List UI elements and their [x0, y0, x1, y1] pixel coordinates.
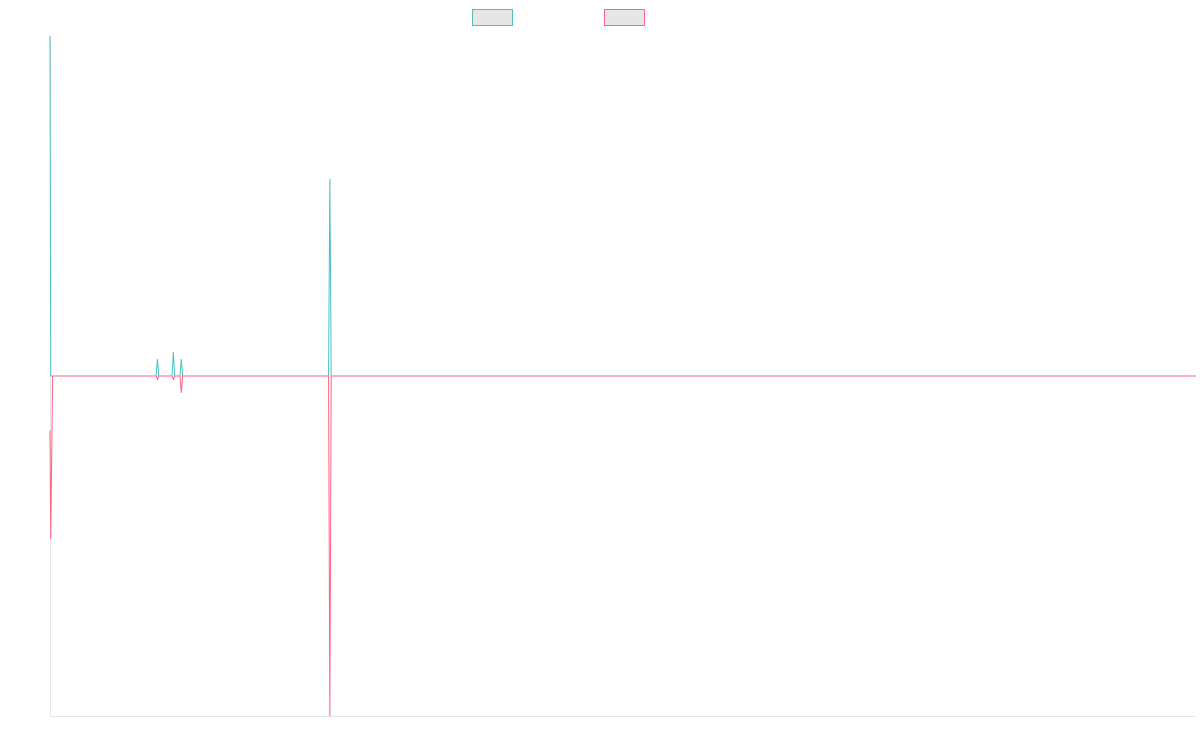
legend-swatch-2[interactable]	[604, 9, 645, 26]
legend-swatch-1[interactable]	[472, 9, 513, 26]
series-line-2	[49, 375, 1196, 717]
series-line-1	[49, 35, 1196, 377]
legend[interactable]	[472, 9, 645, 26]
series-layer	[49, 35, 1196, 717]
